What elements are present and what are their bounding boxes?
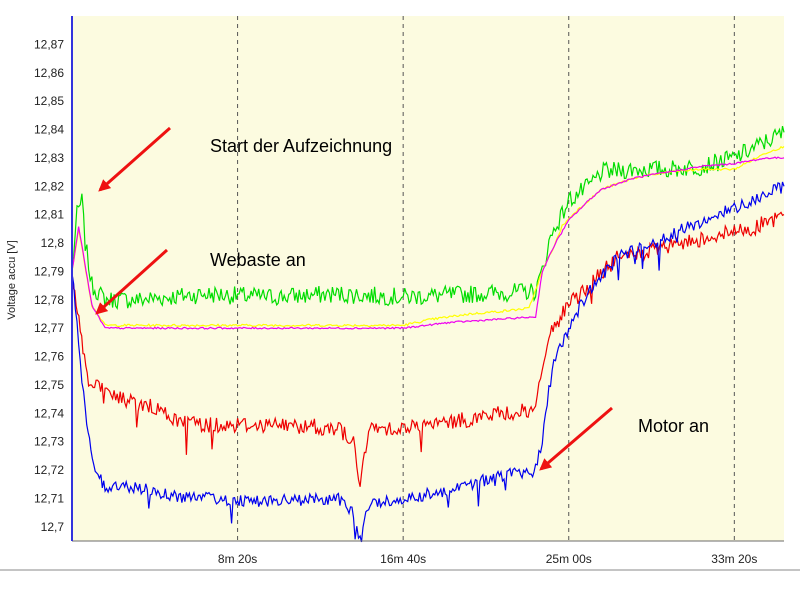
y-tick-label: 12,72 bbox=[34, 463, 64, 477]
annotation-arrow bbox=[95, 248, 169, 315]
y-tick-labels: 12,7 12,71 12,72 12,73 12,74 12,75 12,76 12,77 1… bbox=[34, 37, 64, 533]
y-tick-label: 12,74 bbox=[34, 406, 64, 420]
y-tick-label: 12,84 bbox=[34, 123, 64, 137]
x-tick-label: 33m 20s bbox=[711, 552, 757, 566]
annotations: Start der Aufzeichnung Webaste an Motor an bbox=[95, 126, 709, 471]
x-tick-labels: 8m 20s 16m 40s 25m 00s 33m 20s bbox=[218, 552, 757, 566]
x-tick-label: 8m 20s bbox=[218, 552, 257, 566]
y-tick-label: 12,7 bbox=[41, 520, 65, 534]
y-tick-label: 12,86 bbox=[34, 66, 64, 80]
y-tick-label: 12,76 bbox=[34, 350, 64, 364]
series-line-0 bbox=[71, 125, 785, 311]
series-line-3 bbox=[71, 211, 785, 487]
y-tick-label: 12,79 bbox=[34, 264, 64, 278]
y-tick-label: 12,81 bbox=[34, 208, 64, 222]
y-tick-label: 12,82 bbox=[34, 179, 64, 193]
series-line-2 bbox=[71, 156, 785, 330]
series-line-4 bbox=[71, 181, 785, 543]
plot-background bbox=[72, 16, 784, 541]
y-tick-label: 12,85 bbox=[34, 94, 64, 108]
y-tick-label: 12,71 bbox=[34, 491, 64, 505]
series-line-1 bbox=[71, 145, 785, 328]
annotation-text: Webaste an bbox=[210, 250, 306, 270]
annotation-text: Start der Aufzeichnung bbox=[210, 136, 392, 156]
y-tick-label: 12,87 bbox=[34, 37, 64, 51]
y-tick-label: 12,73 bbox=[34, 435, 64, 449]
y-axis-label: Voltage accu [V] bbox=[6, 240, 18, 320]
annotation-arrow bbox=[539, 406, 613, 471]
annotation-text: Motor an bbox=[638, 416, 709, 436]
x-tick-label: 16m 40s bbox=[380, 552, 426, 566]
x-tick-label: 25m 00s bbox=[546, 552, 592, 566]
annotation-arrow bbox=[98, 126, 171, 192]
data-series bbox=[71, 125, 785, 543]
y-tick-label: 12,83 bbox=[34, 151, 64, 165]
y-tick-label: 12,75 bbox=[34, 378, 64, 392]
y-tick-label: 12,8 bbox=[41, 236, 65, 250]
y-tick-label: 12,77 bbox=[34, 321, 64, 335]
y-tick-label: 12,78 bbox=[34, 293, 64, 307]
